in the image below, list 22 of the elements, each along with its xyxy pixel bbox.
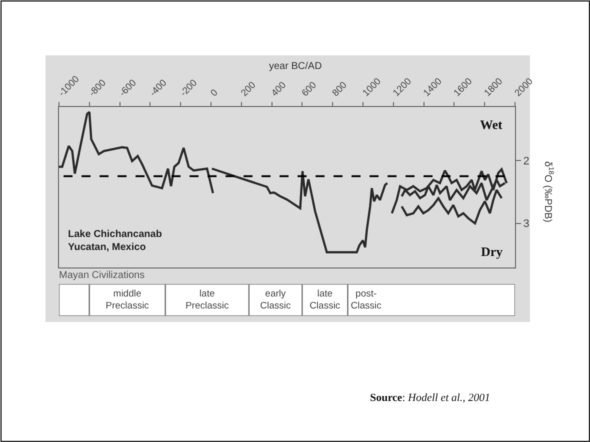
x-tick-label: -400 [148, 78, 170, 99]
x-tick-label: 800 [330, 80, 350, 99]
x-axis-title: year BC/AD [269, 61, 322, 72]
data-label: late Classic [310, 288, 340, 312]
x-tick-label: -600 [118, 78, 139, 99]
x-tick-label: -800 [87, 78, 108, 99]
x-tick-label: 0 [208, 87, 220, 99]
text: Mayan Civilizations [59, 270, 145, 281]
y-tick-label: 3 [523, 218, 530, 230]
y-tick-label: 2 [523, 155, 530, 168]
annotation: Dry [481, 244, 504, 259]
x-tick-label: 400 [270, 80, 288, 99]
x-tick-label: -200 [178, 78, 200, 99]
annotation: Wet [480, 117, 504, 132]
x-tick-label: 600 [300, 80, 319, 99]
x-tick-label: 200 [239, 80, 258, 99]
data-label: late Preclassic [185, 288, 229, 312]
annotation: Lake Chichancanab Yucatan, Mexico [68, 229, 162, 253]
data-label: early Classic [260, 288, 292, 312]
annotation: Source: Hodell et al., 2001 [370, 392, 490, 404]
data-label: middle Preclassic [106, 288, 150, 312]
data-label: post- Classic [350, 288, 382, 312]
